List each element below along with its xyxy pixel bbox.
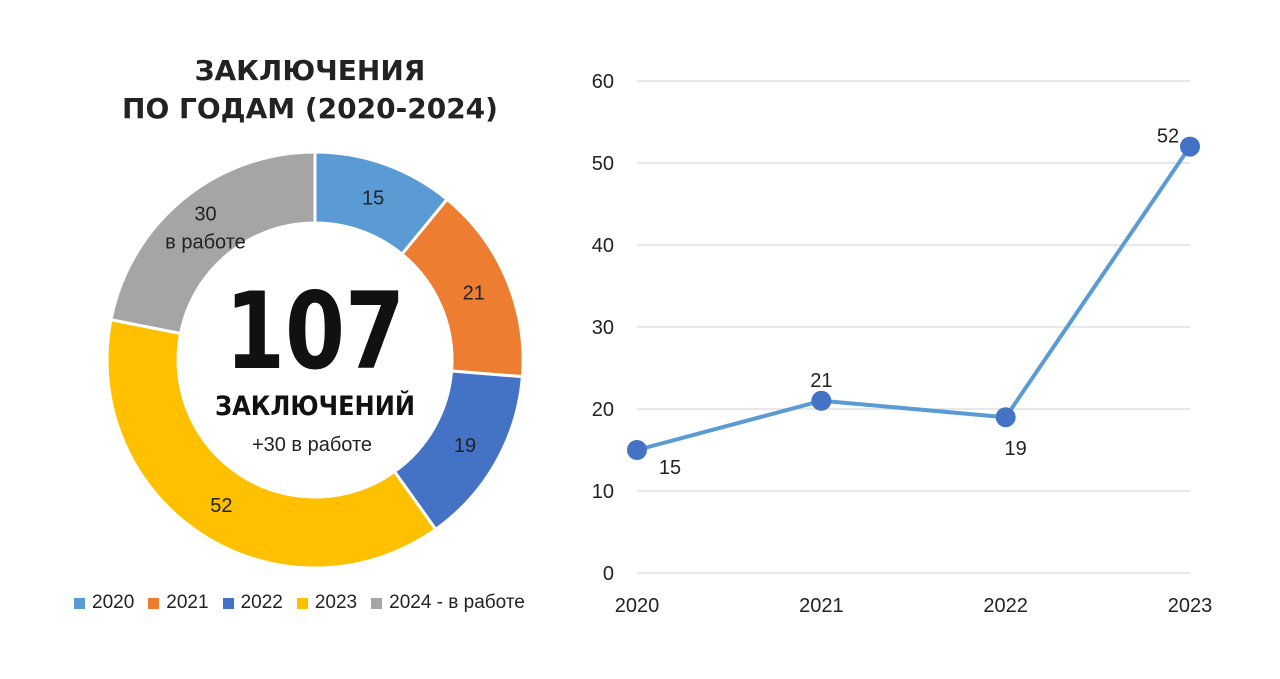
legend-item: 2020 — [74, 592, 134, 614]
legend-swatch — [74, 597, 85, 609]
chart-title-line-2: ПО ГОДАМ (2020-2024) — [122, 92, 498, 125]
legend-item: 2021 — [148, 592, 209, 614]
donut-slice-label: 30 — [194, 204, 216, 226]
data-point — [995, 407, 1016, 428]
x-tick-label: 2023 — [1168, 595, 1213, 617]
data-point — [1180, 136, 1200, 157]
line-series — [636, 145, 1192, 452]
data-label: 52 — [1157, 126, 1179, 148]
legend-item: 2024 - в работе — [371, 592, 525, 614]
legend-swatch — [148, 597, 160, 609]
legend-swatch — [371, 597, 383, 609]
data-label: 15 — [659, 457, 681, 479]
legend-label: 2022 — [240, 592, 283, 613]
legend-swatch — [222, 597, 234, 609]
donut-center-sub: +30 в работе — [252, 434, 372, 456]
x-tick-label: 2020 — [615, 595, 660, 617]
donut-chart: 15 21 19 52 30 в работе 107 ЗАКЛЮЧЕНИЙ +30 в … — [105, 150, 525, 570]
chart-title: ЗАКЛЮЧЕНИЯ ПО ГОДАМ (2020-2024) — [110, 52, 510, 128]
x-tick-label: 2021 — [799, 595, 844, 617]
donut-slice-label: 15 — [362, 188, 384, 210]
donut-slice-labels: 15 21 19 52 30 в работе — [165, 188, 485, 517]
legend-item: 2022 — [222, 592, 283, 614]
data-label: 19 — [1005, 438, 1027, 460]
line-points — [627, 136, 1200, 460]
data-label: 21 — [810, 370, 832, 392]
legend-swatch — [296, 597, 308, 609]
donut-slice-label: 19 — [454, 435, 476, 457]
x-tick-label: 2022 — [983, 595, 1028, 617]
data-point — [811, 390, 832, 411]
legend-label: 2020 — [92, 592, 135, 613]
legend-label: 2024 - в работе — [389, 592, 525, 613]
donut-slice-label: 21 — [463, 283, 485, 305]
x-axis-ticks: 2020 2021 2022 2023 — [615, 595, 1213, 617]
series-line — [636, 145, 1192, 452]
donut-center-number: 107 — [225, 270, 405, 393]
data-point — [627, 440, 647, 460]
legend-label: 2023 — [314, 592, 358, 613]
donut-slice-2023 — [105, 317, 438, 570]
donut-slice-sublabel: в работе — [165, 232, 246, 254]
legend-label: 2021 — [166, 592, 209, 613]
line-data-labels: 15 21 19 52 — [659, 126, 1179, 479]
line-gridlines — [637, 80, 1190, 574]
legend-item: 2023 — [296, 592, 358, 614]
donut-slice-2024 - в работе — [109, 150, 317, 336]
donut-slices — [105, 150, 525, 570]
chart-title-line-1: ЗАКЛЮЧЕНИЯ — [194, 54, 426, 87]
legend: 2020 2021 2022 2023 2024 - в работе — [74, 592, 525, 614]
donut-center-label: ЗАКЛЮЧЕНИЙ — [215, 390, 415, 422]
donut-slice-label: 52 — [210, 495, 232, 517]
